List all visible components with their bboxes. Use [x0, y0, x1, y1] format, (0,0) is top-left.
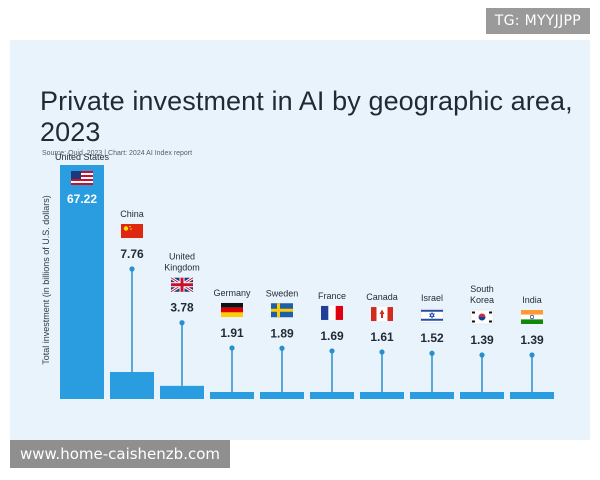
value-label: 67.22 — [67, 192, 97, 206]
leader-dot — [379, 349, 385, 355]
bar-group: France 1.69 — [310, 291, 354, 399]
leader-dot — [529, 352, 535, 358]
bar-group: Germany 1.91 — [210, 288, 254, 399]
bar — [210, 392, 254, 399]
category-label: South — [470, 284, 494, 294]
in-flag-icon — [521, 310, 543, 324]
leader-dot — [429, 350, 435, 356]
value-label: 3.78 — [170, 301, 194, 315]
category-label: France — [318, 291, 346, 301]
us-flag-icon — [71, 171, 93, 185]
uk-flag-icon — [170, 276, 194, 294]
bar — [110, 371, 154, 399]
bar-group: Canada 1.61 — [360, 292, 404, 399]
chart-title-text: Private investment in AI by geographic a… — [40, 86, 573, 147]
category-label: United States — [55, 152, 110, 162]
cn-flag-icon — [121, 224, 143, 239]
bar — [260, 392, 304, 399]
leader-dot — [229, 345, 235, 351]
de-flag-icon — [221, 302, 243, 317]
kr-flag-icon — [470, 309, 494, 325]
ca-flag-icon — [371, 307, 393, 322]
il-flag-icon — [420, 307, 444, 323]
fr-flag-icon — [321, 305, 343, 320]
chart-title: Private investment in AI by geographic a… — [40, 86, 600, 148]
leader-dot — [279, 345, 285, 351]
bar-group: Sweden 1.89 — [260, 288, 304, 399]
chart-card — [10, 40, 590, 440]
leader-dot — [129, 266, 135, 272]
bar — [460, 392, 504, 399]
bar — [60, 165, 104, 399]
tg-tag: TG: MYYJJPP — [485, 8, 590, 34]
bar — [160, 385, 204, 399]
chart-source: Source: Quid, 2023 | Chart: 2024 AI Inde… — [42, 150, 193, 157]
bar — [360, 392, 404, 399]
value-label: 1.91 — [220, 326, 244, 340]
value-label: 1.39 — [470, 333, 494, 347]
value-label: 1.39 — [520, 333, 544, 347]
leader-dot — [179, 320, 185, 326]
category-label: United — [169, 252, 195, 262]
category-label: Germany — [213, 288, 251, 298]
value-label: 1.89 — [270, 326, 294, 340]
value-label: 1.52 — [420, 331, 444, 345]
bar-group: India 1.39 — [510, 295, 554, 399]
category-label: China — [120, 209, 144, 219]
bar-group: United States 67.22 — [55, 152, 110, 399]
bar — [510, 392, 554, 399]
watermark: www.home-caishenzb.com — [10, 440, 230, 468]
category-label: Israel — [421, 293, 443, 303]
category-label: Sweden — [266, 288, 299, 298]
value-label: 7.76 — [120, 247, 144, 261]
leader-dot — [329, 348, 335, 354]
bar — [310, 392, 354, 399]
category-label: Kingdom — [164, 263, 200, 273]
category-label: India — [522, 295, 542, 305]
category-label: Canada — [366, 292, 398, 302]
value-label: 1.69 — [320, 329, 344, 343]
bar-group: China 7.76 — [110, 209, 154, 399]
value-label: 1.61 — [370, 330, 394, 344]
se-flag-icon — [271, 303, 293, 318]
category-label: Korea — [470, 295, 494, 305]
bar — [410, 392, 454, 399]
bar-group: Israel 1.52 — [410, 293, 454, 399]
leader-dot — [479, 352, 485, 358]
